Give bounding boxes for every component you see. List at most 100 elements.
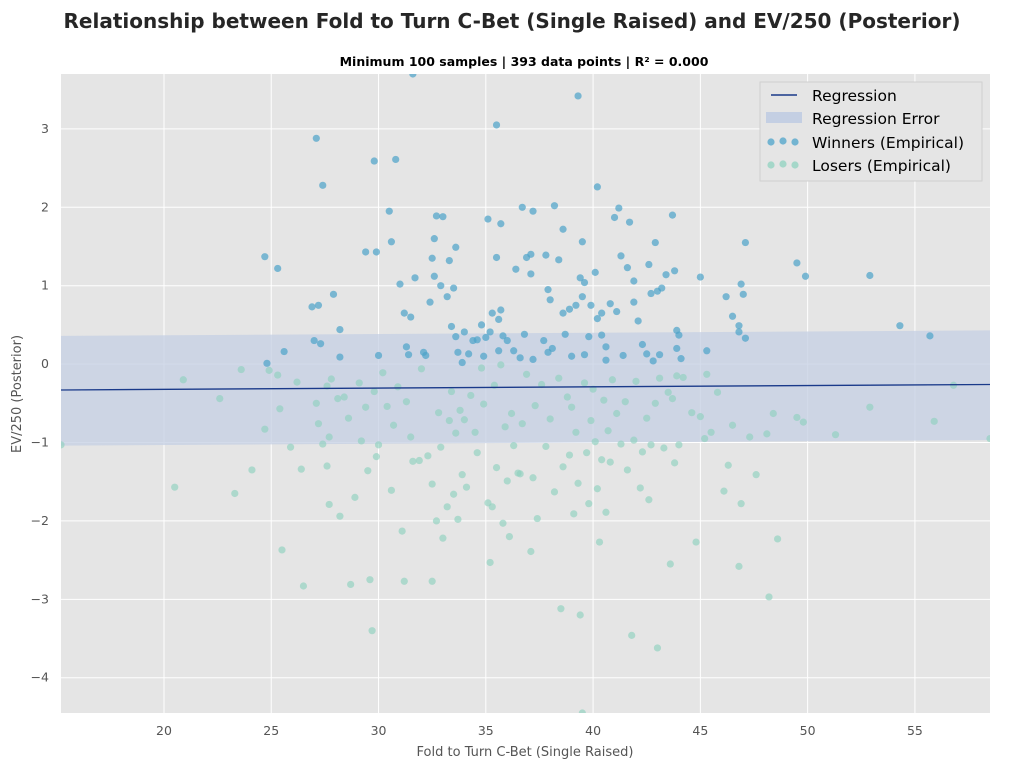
loser-point: [471, 428, 479, 436]
winner-point: [385, 207, 393, 215]
loser-point: [456, 406, 464, 414]
regression-line: [60, 383, 991, 391]
loser-point: [647, 441, 655, 449]
winner-point: [735, 322, 743, 330]
winner-point: [486, 328, 494, 336]
loser-point: [522, 370, 531, 378]
winner-point: [529, 355, 537, 363]
winner-point: [310, 336, 318, 345]
chart-title: Relationship between Fold to Turn C-Bet …: [64, 9, 961, 33]
winner-point: [495, 347, 503, 355]
loser-point: [746, 433, 754, 441]
winner-point: [319, 181, 327, 189]
winner-point: [314, 301, 323, 309]
winner-point: [480, 352, 488, 360]
loser-point: [505, 532, 514, 541]
legend-winner-dot: [779, 137, 787, 145]
winner-point: [926, 332, 934, 340]
winner-point: [728, 312, 737, 320]
loser-point: [673, 372, 681, 380]
loser-point: [499, 519, 507, 527]
winner-point: [409, 74, 417, 78]
winner-point: [392, 155, 400, 164]
loser-point: [555, 374, 563, 382]
loser-point: [231, 489, 239, 498]
winner-point: [492, 121, 501, 129]
legend: Regression Regression Error Winners (Emp…: [759, 81, 983, 182]
loser-point: [765, 593, 773, 601]
winner-point: [312, 134, 320, 142]
loser-point: [632, 377, 640, 385]
loser-point: [325, 433, 333, 441]
winner-point: [540, 336, 548, 345]
loser-point: [179, 376, 187, 384]
loser-point: [432, 517, 441, 525]
winner-point: [572, 301, 580, 309]
loser-point: [368, 627, 376, 635]
loser-point: [355, 379, 363, 387]
winner-point: [497, 306, 505, 314]
winner-point: [432, 212, 441, 220]
winner-point: [430, 235, 438, 243]
loser-point: [720, 487, 728, 495]
winner-point: [896, 322, 904, 330]
winner-point: [696, 273, 704, 281]
loser-point: [237, 365, 245, 374]
x-axis-label: Fold to Turn C-Bet (Single Raised): [417, 745, 634, 760]
winner-point: [668, 211, 677, 219]
winner-point: [499, 332, 507, 340]
loser-point: [364, 467, 372, 475]
winner-point: [591, 268, 599, 276]
loser-point: [443, 503, 451, 511]
winner-point: [587, 301, 595, 309]
loser-point: [400, 577, 408, 585]
loser-point: [480, 400, 488, 408]
loser-point: [497, 361, 505, 369]
loser-point: [447, 387, 456, 396]
winner-point: [402, 343, 411, 351]
winners-points: [261, 74, 934, 367]
winner-point: [492, 253, 501, 262]
y-tick-label: −3: [31, 591, 49, 606]
legend-loser-dot: [791, 161, 799, 169]
winner-point: [422, 351, 430, 360]
x-tick-label: 50: [800, 723, 816, 738]
winner-point: [430, 272, 438, 280]
loser-point: [462, 483, 471, 491]
winner-point: [559, 309, 567, 317]
winner-point: [703, 347, 711, 355]
winner-point: [866, 271, 874, 280]
winner-point: [625, 218, 634, 226]
winner-point: [623, 264, 632, 272]
loser-point: [570, 510, 578, 518]
winner-point: [801, 272, 810, 280]
loser-point: [737, 500, 745, 508]
y-axis-label: EV/250 (Posterior): [10, 335, 25, 453]
loser-point: [516, 470, 524, 478]
loser-point: [458, 471, 466, 479]
loser-point: [518, 420, 526, 428]
winner-point: [610, 213, 619, 222]
winner-point: [374, 351, 383, 360]
loser-point: [604, 427, 612, 435]
loser-point: [653, 644, 662, 652]
loser-point: [688, 409, 696, 417]
loser-point: [613, 409, 621, 418]
loser-point: [546, 415, 554, 423]
loser-point: [488, 503, 496, 511]
loser-point: [930, 417, 938, 425]
loser-point: [286, 443, 295, 451]
loser-point: [460, 416, 468, 424]
y-tick-label: 2: [41, 199, 49, 214]
winner-point: [739, 290, 747, 298]
losers-points: [61, 361, 990, 713]
winner-point: [619, 351, 627, 360]
loser-point: [435, 409, 443, 417]
winner-point: [477, 321, 486, 329]
winner-point: [495, 315, 503, 324]
winner-point: [598, 331, 606, 339]
legend-label-regression-error: Regression Error: [812, 110, 940, 128]
loser-point: [323, 462, 331, 470]
winner-point: [387, 238, 396, 246]
